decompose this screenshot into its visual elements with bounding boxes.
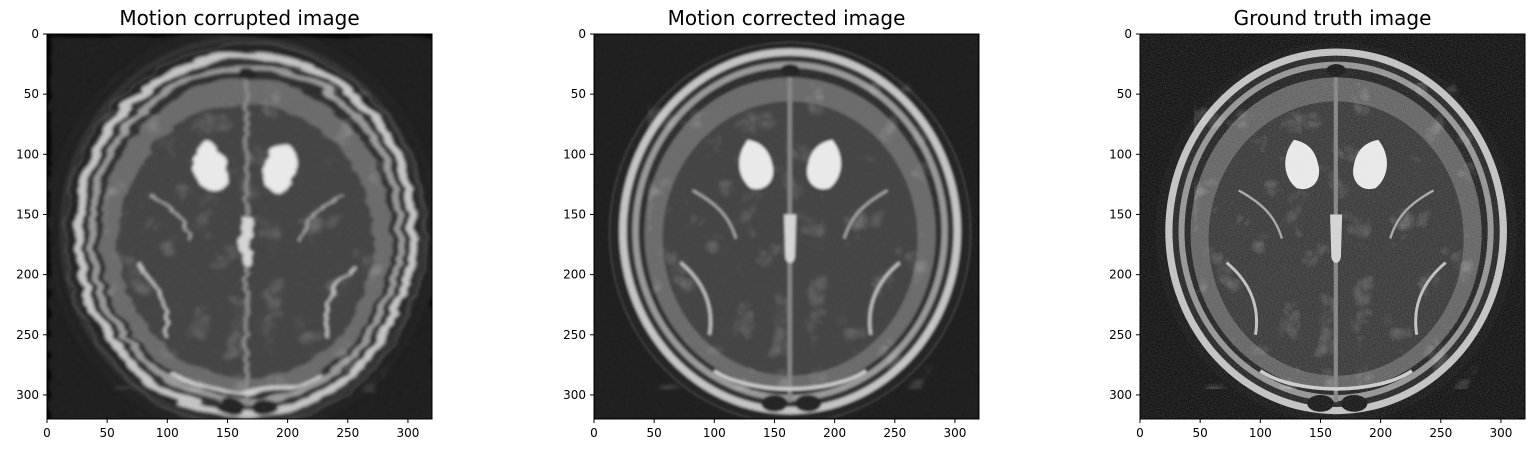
y-tick-label: 150 — [16, 207, 39, 221]
y-tick-label: 200 — [1109, 268, 1132, 282]
x-tick-label: 150 — [1309, 426, 1332, 440]
panel-1: Motion corrupted image 0 50 100 150 200 250 300… — [16, 6, 433, 440]
y-tick-label: 0 — [31, 27, 39, 41]
x-tick-label: 150 — [763, 426, 786, 440]
axes-frame — [593, 33, 980, 420]
x-tick-label: 50 — [647, 426, 662, 440]
mri-image — [1140, 34, 1525, 419]
y-tick-label: 50 — [571, 87, 586, 101]
y-tick-label: 300 — [1109, 388, 1132, 402]
y-tick-label: 100 — [563, 147, 586, 161]
x-tick-label: 200 — [823, 426, 846, 440]
x-tick-label: 200 — [1369, 426, 1392, 440]
y-tick-label: 200 — [563, 268, 586, 282]
x-tick-label: 150 — [216, 426, 239, 440]
y-tick-label: 100 — [16, 147, 39, 161]
y-tick-label: 150 — [1109, 207, 1132, 221]
x-tick-label: 300 — [943, 426, 966, 440]
mri-image — [47, 34, 432, 419]
y-tick-label: 0 — [578, 27, 586, 41]
x-tick-label: 0 — [590, 426, 598, 440]
x-tick-label: 250 — [883, 426, 906, 440]
x-tick-label: 100 — [703, 426, 726, 440]
y-tick-label: 250 — [1109, 328, 1132, 342]
y-tick-label: 50 — [1117, 87, 1132, 101]
y-tick-label: 100 — [1109, 147, 1132, 161]
panel-title: Motion corrupted image — [119, 6, 359, 30]
y-tick-label: 200 — [16, 268, 39, 282]
x-tick-label: 50 — [100, 426, 115, 440]
x-tick-label: 250 — [1429, 426, 1452, 440]
x-tick-label: 300 — [396, 426, 419, 440]
y-tick-label: 150 — [563, 207, 586, 221]
mri-image — [594, 34, 979, 419]
y-tick-label: 300 — [16, 388, 39, 402]
y-tick-label: 300 — [563, 388, 586, 402]
panel-2: Motion corrected image 0 50 100 150 200 250 300… — [563, 6, 980, 440]
axes-frame — [1139, 33, 1526, 420]
x-tick-label: 50 — [1193, 426, 1208, 440]
panel-3: Ground truth image 0 50 100 150 200 250 300 0 50 1… — [1109, 6, 1526, 440]
axes-frame — [46, 33, 433, 420]
x-tick-label: 200 — [276, 426, 299, 440]
x-tick-label: 100 — [1249, 426, 1272, 440]
x-tick-label: 100 — [156, 426, 179, 440]
x-tick-label: 300 — [1489, 426, 1512, 440]
x-tick-label: 0 — [1136, 426, 1144, 440]
y-tick-label: 0 — [1124, 27, 1132, 41]
y-tick-label: 250 — [563, 328, 586, 342]
x-tick-label: 250 — [336, 426, 359, 440]
panel-title: Ground truth image — [1234, 6, 1432, 30]
panel-title: Motion corrected image — [668, 6, 906, 30]
y-tick-label: 250 — [16, 328, 39, 342]
x-tick-label: 0 — [43, 426, 51, 440]
y-tick-label: 50 — [24, 87, 39, 101]
